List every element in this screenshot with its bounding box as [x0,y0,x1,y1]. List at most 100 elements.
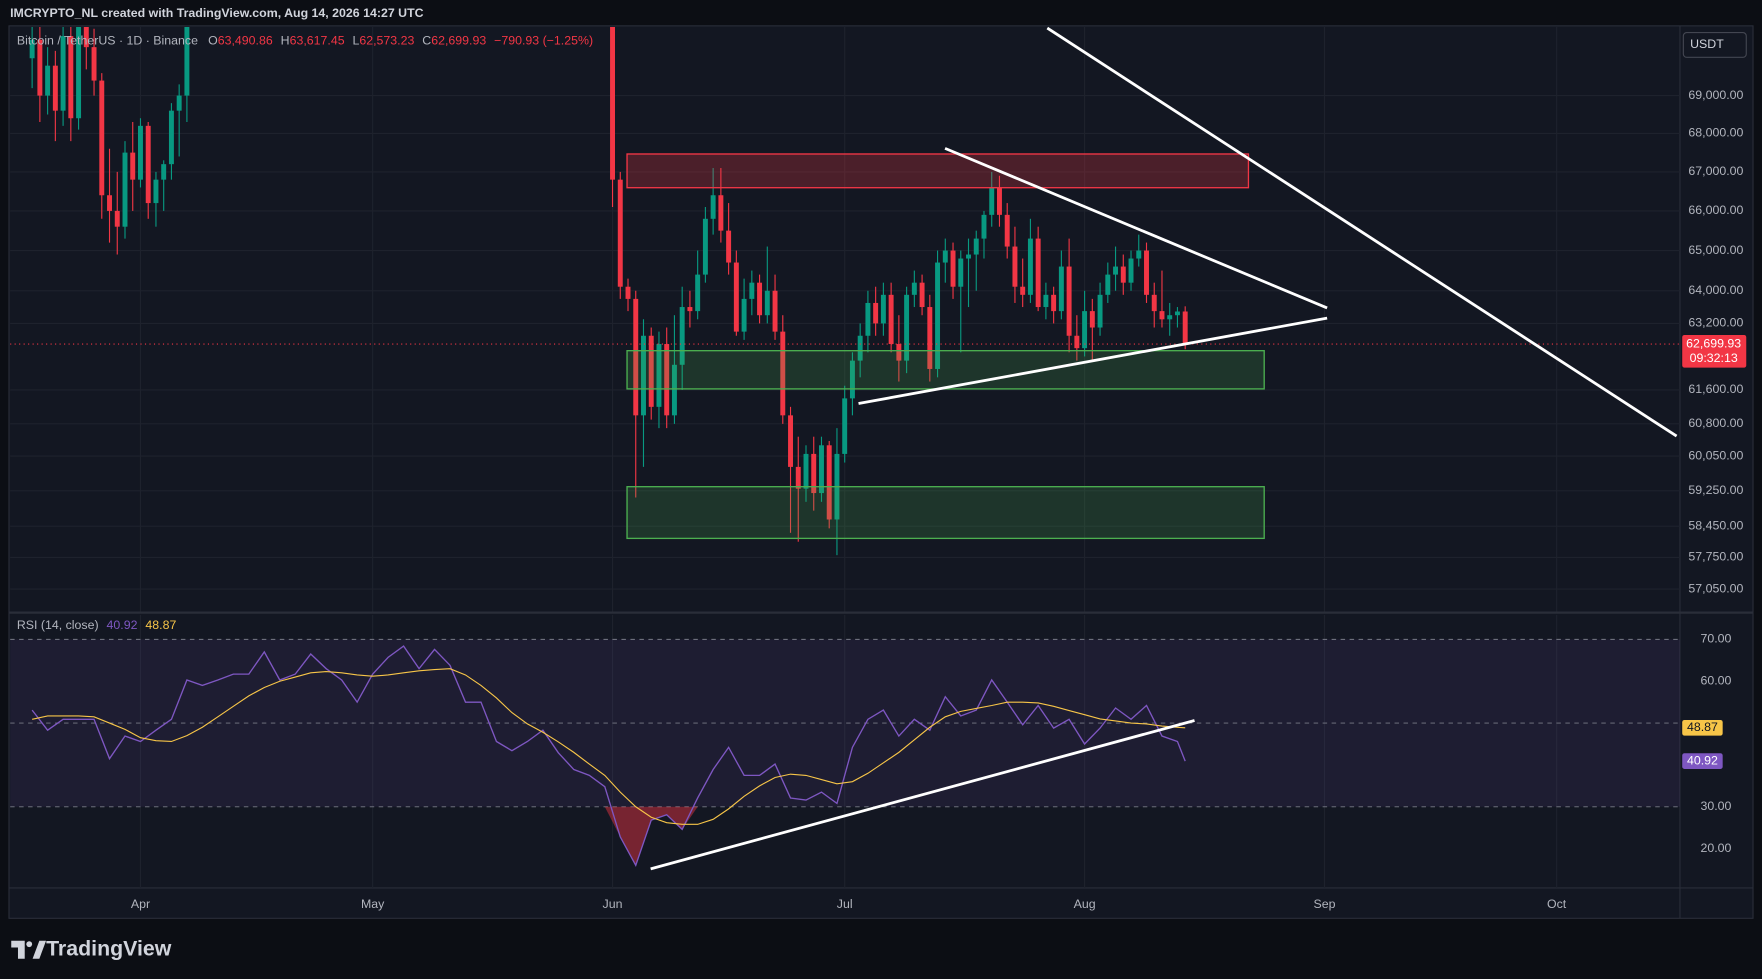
rsi-plot [10,638,1680,868]
candle-body [1082,311,1088,349]
candle-body [904,294,910,361]
candle-body [958,258,964,287]
y-tick-label: 68,000.00 [1688,126,1743,140]
price-legend: Bitcoin / TetherUS · 1D · Binance O63,49… [17,34,593,48]
axes: 69,000.00 68,000.00 67,000.00 66,000.00 65,0… [131,88,1747,911]
y-tick-label: 60,800.00 [1688,416,1743,430]
logo-mark [26,941,33,948]
y-tick-label: 64,000.00 [1688,283,1743,297]
candle-body [1105,274,1111,295]
candle-body [161,164,167,180]
candle-body [966,254,971,259]
rsi-ma-line [32,668,1186,825]
candle-body [610,26,616,180]
candle-body [114,210,120,227]
candle-body [671,364,677,416]
candle-body [819,445,824,494]
candle-body [741,298,747,332]
candle-body [83,26,89,48]
brand-name: TradingView [46,936,172,960]
x-tick-label: Jun [603,897,623,911]
candle-body [996,187,1002,215]
currency-button[interactable] [1682,32,1747,58]
rsi-ma-value: 48.87 [145,618,176,632]
ohlc-name: O [208,34,218,48]
candle-body [37,39,43,96]
x-tick-label: Aug [1074,897,1096,911]
candle-body [780,331,786,416]
candle-body [702,218,708,275]
ohlc-name: L [353,34,360,48]
candle-body [849,360,855,399]
candle-body [648,335,654,407]
candle-body [788,415,793,467]
y-tick-label: 60.00 [1700,673,1731,687]
candle-body [130,152,136,180]
y-tick-label: 69,000.00 [1688,88,1743,102]
x-tick-label: Sep [1313,897,1335,911]
y-tick-label: 57,050.00 [1688,581,1743,595]
logo-mark [32,940,47,959]
rsi-line [31,645,1186,868]
countdown: 09:32:13 [1690,351,1738,365]
rsi-band [10,639,1680,807]
candle-body [973,238,979,255]
rsi-value: 40.92 [107,618,138,632]
candle-body [1120,266,1126,283]
y-tick-label: 30.00 [1700,799,1731,813]
y-tick-label: 67,000.00 [1688,164,1743,178]
x-tick-label: Oct [1547,897,1567,911]
header-text: IMCRYPTO_NL created with TradingView.com… [10,6,424,20]
candle-body [76,26,82,119]
candle-body [842,398,848,454]
drawings [626,26,1678,871]
candle-body [1012,246,1018,287]
candle-body [764,290,770,316]
candle-body [60,36,66,111]
rsi-legend: RSI (14, close) 40.92 48.87 [17,618,177,632]
candle-body [989,187,995,215]
brand-logo [11,940,47,959]
x-tick-label: May [361,897,385,911]
candle-body [625,286,631,299]
resistance-zone [626,153,1250,189]
price-tag [1682,335,1747,368]
x-tick-label: Jul [837,897,853,911]
candle-body [1151,294,1157,312]
candle-body [145,125,151,204]
candle-body [749,282,755,299]
candle-body [1097,294,1103,328]
candle-body [733,262,739,332]
candle-body [168,110,174,165]
candle-body [641,335,646,416]
trend-line [1046,26,1678,438]
candle-body [1113,266,1119,275]
chart-frame [8,25,1754,919]
candle-body [1128,258,1134,283]
candle-body [1159,311,1165,320]
candle-body [695,274,701,312]
candle-body [1136,250,1142,259]
candle-body [757,282,763,316]
candle-body [679,307,685,365]
trend-line [858,316,1328,405]
candle-body [927,307,933,369]
value-tag-label: 40.92 [1687,753,1718,767]
candle-body [1027,238,1033,295]
candle-body [710,195,716,219]
change: −790.93 (−1.25%) [494,34,593,48]
currency-label[interactable]: USDT [1690,37,1724,51]
candle-body [99,80,105,196]
logo-mark [11,940,25,959]
candle-body [68,36,74,119]
candle-body [138,125,143,180]
candle-body [950,250,956,287]
candle-body [919,282,925,308]
candle-body [184,26,190,96]
candle-body [1182,311,1188,345]
value-tag [1682,753,1723,769]
candle-body [656,344,662,407]
candle-body [617,179,623,287]
